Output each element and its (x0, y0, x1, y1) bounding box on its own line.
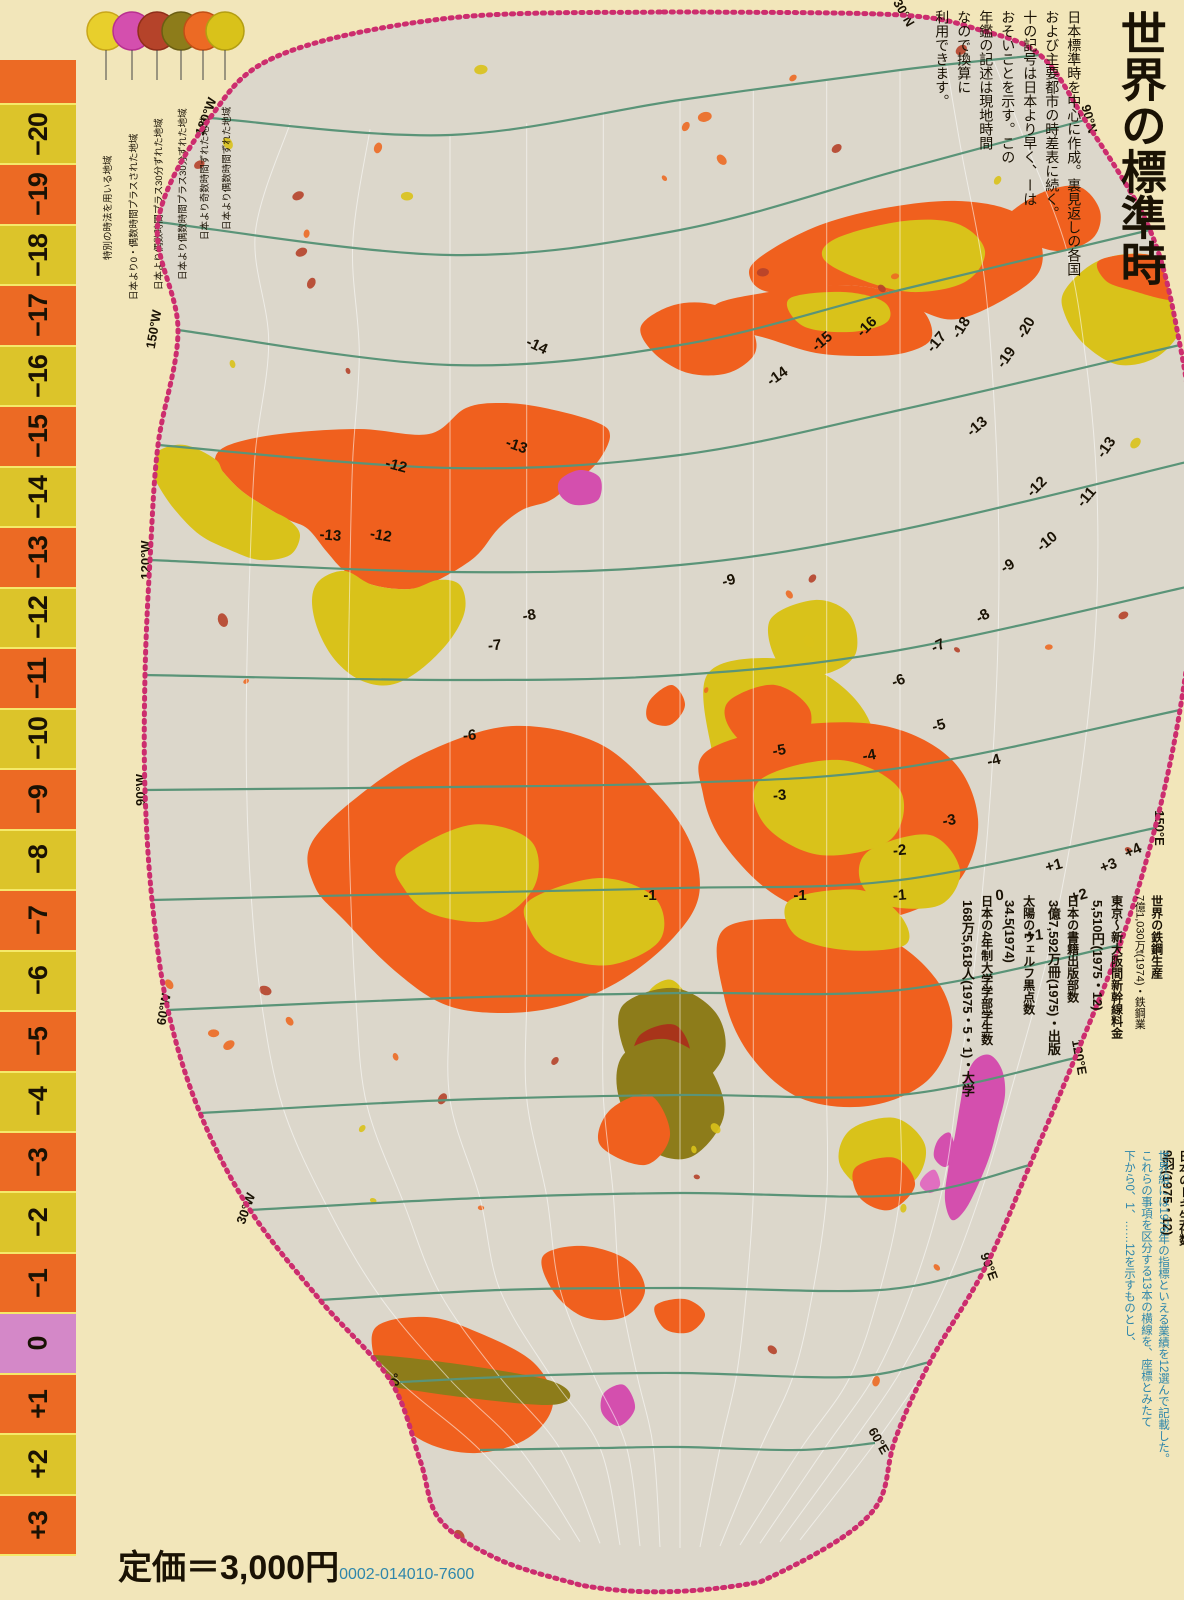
svg-text:-1: -1 (892, 886, 907, 904)
svg-text:日本より偶数時間プラス30分ずれた地域: 日本より偶数時間プラス30分ずれた地域 (177, 108, 189, 280)
svg-text:特別の時法を用いる地域: 特別の時法を用いる地域 (102, 155, 114, 260)
svg-text:-1: -1 (793, 887, 806, 904)
svg-text:-6: -6 (462, 726, 477, 744)
svg-text:日本より0・偶数時間プラスされた地域: 日本より0・偶数時間プラスされた地域 (128, 133, 140, 300)
svg-text:-7: -7 (487, 636, 502, 654)
svg-text:日本より偶数時間ずれた地域: 日本より偶数時間ずれた地域 (221, 106, 233, 230)
svg-text:-3: -3 (772, 786, 787, 804)
svg-text:-1: -1 (643, 887, 656, 904)
svg-text:-2: -2 (892, 841, 907, 859)
svg-text:150°W: 150°W (143, 308, 165, 350)
svg-text:-13: -13 (319, 526, 342, 545)
